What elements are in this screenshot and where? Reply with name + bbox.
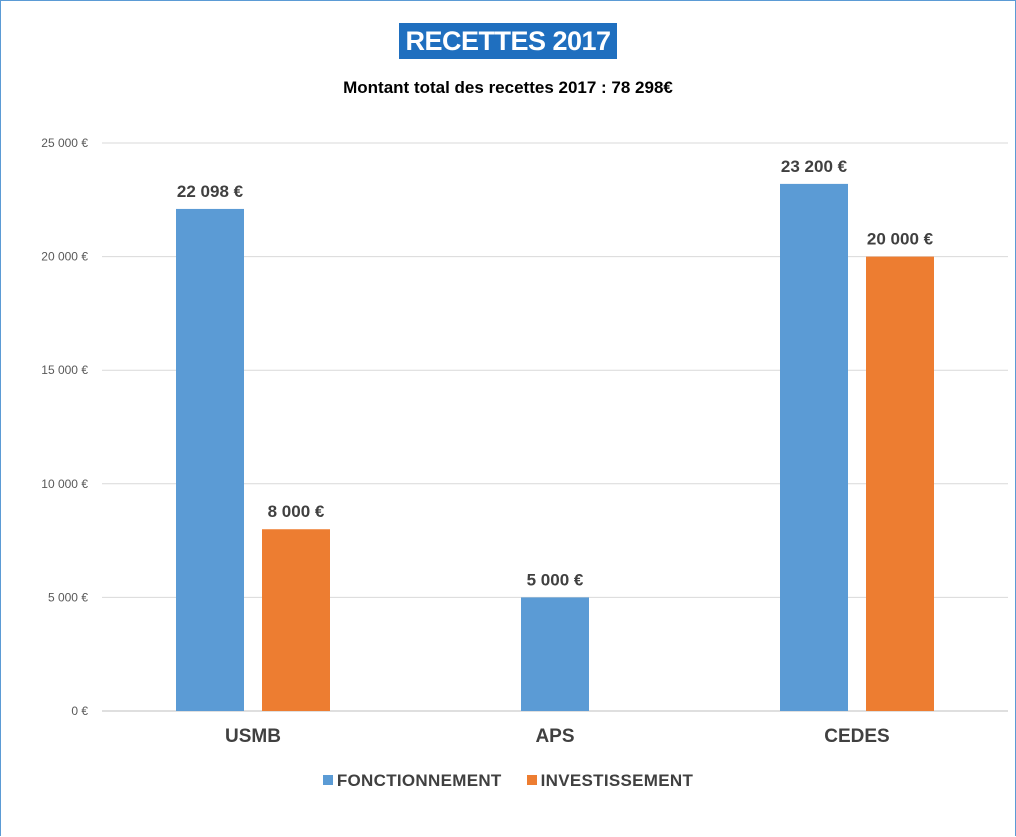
- bar-investissement-cedes: [866, 256, 934, 711]
- data-label: 23 200 €: [781, 157, 848, 176]
- x-category-label: USMB: [225, 726, 281, 747]
- y-tick-label: 15 000 €: [41, 363, 88, 377]
- legend-item-fonctionnement: FONCTIONNEMENT: [322, 771, 502, 791]
- bar-fonctionnement-usmb: [176, 208, 244, 711]
- legend-label-investissement: INVESTISSEMENT: [540, 771, 694, 790]
- y-tick-label: 25 000 €: [41, 136, 88, 150]
- data-label: 8 000 €: [268, 502, 325, 521]
- legend-label-fonctionnement: FONCTIONNEMENT: [336, 771, 502, 790]
- data-label: 20 000 €: [867, 230, 934, 249]
- y-tick-label: 20 000 €: [41, 250, 88, 264]
- legend-swatch-investissement: [526, 775, 537, 785]
- y-tick-label: 5 000 €: [48, 590, 88, 604]
- y-tick-label: 0 €: [71, 704, 88, 718]
- legend-item-investissement: INVESTISSEMENT: [526, 771, 694, 791]
- y-tick-label: 10 000 €: [41, 477, 88, 491]
- legend: FONCTIONNEMENT INVESTISSEMENT: [0, 771, 1016, 791]
- chart-title: RECETTES 2017: [399, 23, 617, 59]
- legend-swatch-fonctionnement: [322, 775, 333, 785]
- data-label: 5 000 €: [527, 570, 584, 589]
- x-category-label: APS: [535, 726, 574, 747]
- chart-subtitle: Montant total des recettes 2017 : 78 298…: [343, 78, 673, 97]
- x-category-label: CEDES: [824, 726, 889, 747]
- bar-fonctionnement-aps: [521, 597, 589, 711]
- bar-investissement-usmb: [262, 529, 330, 711]
- bar-chart: 0 € 5 000 € 10 000 € 15 000 € 20 000 € 25 000…: [41, 136, 1008, 747]
- bar-fonctionnement-cedes: [780, 183, 848, 711]
- data-label: 22 098 €: [177, 182, 244, 201]
